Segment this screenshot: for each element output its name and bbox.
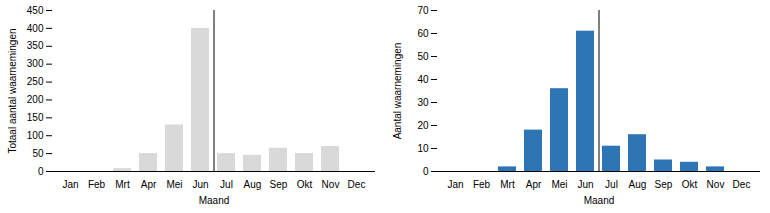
svg-text:Jan: Jan — [62, 179, 78, 190]
svg-text:Okt: Okt — [682, 179, 698, 190]
svg-text:Jul: Jul — [220, 179, 233, 190]
svg-text:150: 150 — [27, 112, 44, 123]
svg-text:Feb: Feb — [473, 179, 491, 190]
svg-text:Jan: Jan — [447, 179, 463, 190]
svg-text:40: 40 — [417, 74, 429, 85]
svg-text:Jun: Jun — [192, 179, 208, 190]
svg-text:10: 10 — [417, 143, 429, 154]
svg-text:60: 60 — [417, 28, 429, 39]
svg-text:300: 300 — [27, 58, 44, 69]
svg-text:Mei: Mei — [551, 179, 567, 190]
svg-text:100: 100 — [27, 130, 44, 141]
svg-text:Apr: Apr — [141, 179, 157, 190]
svg-text:Totaal aantal waarnemingen: Totaal aantal waarnemingen — [7, 28, 18, 153]
svg-text:0: 0 — [38, 166, 44, 177]
svg-text:30: 30 — [417, 97, 429, 108]
svg-text:Mrt: Mrt — [115, 179, 130, 190]
svg-text:Nov: Nov — [707, 179, 725, 190]
svg-text:Jun: Jun — [577, 179, 593, 190]
svg-text:Mrt: Mrt — [500, 179, 515, 190]
svg-text:Aug: Aug — [629, 179, 647, 190]
svg-text:250: 250 — [27, 76, 44, 87]
svg-text:Dec: Dec — [733, 179, 751, 190]
svg-text:Nov: Nov — [322, 179, 340, 190]
svg-text:Apr: Apr — [526, 179, 542, 190]
svg-text:50: 50 — [32, 148, 44, 159]
svg-text:Jul: Jul — [605, 179, 618, 190]
svg-text:Maand: Maand — [584, 195, 615, 206]
svg-text:Dec: Dec — [348, 179, 366, 190]
svg-text:350: 350 — [27, 40, 44, 51]
svg-text:Okt: Okt — [297, 179, 313, 190]
svg-text:20: 20 — [417, 120, 429, 131]
svg-text:70: 70 — [417, 5, 429, 16]
svg-text:50: 50 — [417, 51, 429, 62]
svg-text:Feb: Feb — [88, 179, 106, 190]
svg-text:Sep: Sep — [270, 179, 288, 190]
svg-text:400: 400 — [27, 23, 44, 34]
svg-text:Mei: Mei — [166, 179, 182, 190]
svg-text:Sep: Sep — [655, 179, 673, 190]
svg-text:Maand: Maand — [199, 195, 230, 206]
svg-text:200: 200 — [27, 94, 44, 105]
svg-text:450: 450 — [27, 5, 44, 16]
svg-text:0: 0 — [423, 166, 429, 177]
svg-text:Aug: Aug — [244, 179, 262, 190]
svg-text:Aantal waarnemingen: Aantal waarnemingen — [392, 43, 403, 140]
